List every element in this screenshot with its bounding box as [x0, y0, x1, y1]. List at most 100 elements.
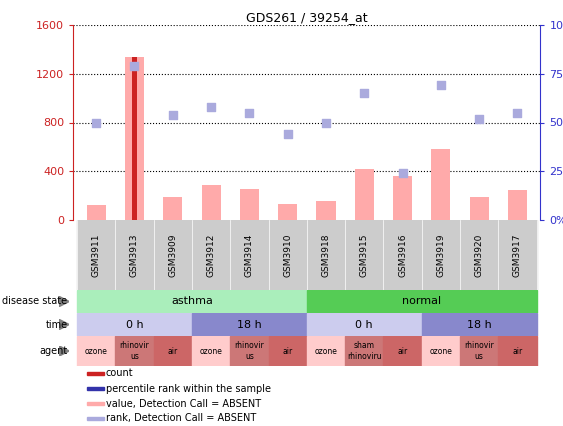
Text: ozone: ozone — [315, 346, 337, 356]
Bar — [460, 336, 498, 366]
Text: GSM3918: GSM3918 — [321, 233, 330, 277]
Bar — [345, 220, 383, 290]
Bar — [307, 220, 345, 290]
Text: 18 h: 18 h — [237, 320, 262, 329]
Bar — [132, 57, 137, 220]
Bar — [422, 336, 460, 366]
Text: percentile rank within the sample: percentile rank within the sample — [106, 383, 271, 394]
Text: rhinovir
us: rhinovir us — [235, 341, 264, 361]
Text: 18 h: 18 h — [467, 320, 491, 329]
Text: GSM3909: GSM3909 — [168, 233, 177, 277]
Point — [130, 63, 139, 69]
Bar — [383, 336, 422, 366]
Bar — [192, 220, 230, 290]
Point — [513, 109, 522, 116]
Bar — [393, 176, 412, 220]
Bar — [508, 190, 527, 220]
Text: time: time — [46, 320, 68, 329]
Text: ozone: ozone — [200, 346, 222, 356]
Bar — [115, 220, 154, 290]
Bar — [307, 313, 422, 336]
Text: 0 h: 0 h — [355, 320, 373, 329]
Text: air: air — [397, 346, 408, 356]
Bar — [498, 220, 537, 290]
Text: GSM3913: GSM3913 — [130, 233, 139, 277]
Bar — [125, 57, 144, 220]
Bar — [115, 336, 154, 366]
Bar — [192, 336, 230, 366]
Text: GSM3920: GSM3920 — [475, 233, 484, 277]
Bar — [345, 336, 383, 366]
Point — [168, 111, 177, 118]
Point — [92, 119, 101, 126]
Bar — [240, 189, 259, 220]
Point — [283, 131, 292, 138]
Text: GSM3919: GSM3919 — [436, 233, 445, 277]
Point — [398, 170, 407, 177]
Text: GSM3912: GSM3912 — [207, 233, 216, 277]
Bar — [77, 336, 115, 366]
Bar — [269, 220, 307, 290]
Text: rhinovir
us: rhinovir us — [464, 341, 494, 361]
Text: rank, Detection Call = ABSENT: rank, Detection Call = ABSENT — [106, 414, 256, 423]
Bar — [230, 220, 269, 290]
Text: agent: agent — [39, 346, 68, 356]
Bar — [355, 169, 374, 220]
Text: sham
rhinoviru: sham rhinoviru — [347, 341, 382, 361]
Bar — [77, 220, 115, 290]
Bar — [163, 197, 182, 220]
Bar — [77, 313, 192, 336]
Text: GSM3917: GSM3917 — [513, 233, 522, 277]
Text: disease state: disease state — [2, 296, 68, 306]
Point — [436, 82, 445, 89]
Text: ozone: ozone — [430, 346, 452, 356]
Text: value, Detection Call = ABSENT: value, Detection Call = ABSENT — [106, 398, 261, 409]
Polygon shape — [59, 320, 69, 330]
Bar — [422, 220, 460, 290]
Text: GSM3910: GSM3910 — [283, 233, 292, 277]
Text: air: air — [283, 346, 293, 356]
Text: GSM3916: GSM3916 — [398, 233, 407, 277]
Polygon shape — [59, 296, 69, 307]
Title: GDS261 / 39254_at: GDS261 / 39254_at — [246, 11, 368, 24]
Bar — [87, 402, 104, 405]
Text: air: air — [512, 346, 522, 356]
Bar — [87, 417, 104, 420]
Bar — [77, 290, 307, 313]
Text: 0 h: 0 h — [126, 320, 144, 329]
Bar — [431, 149, 450, 220]
Text: air: air — [168, 346, 178, 356]
Point — [475, 115, 484, 122]
Bar — [422, 313, 537, 336]
Text: ozone: ozone — [85, 346, 108, 356]
Bar — [269, 336, 307, 366]
Bar — [87, 205, 106, 220]
Bar — [192, 313, 307, 336]
Bar — [154, 336, 192, 366]
Text: normal: normal — [402, 296, 441, 306]
Text: GSM3915: GSM3915 — [360, 233, 369, 277]
Point — [360, 90, 369, 97]
Bar — [154, 220, 192, 290]
Polygon shape — [59, 346, 69, 356]
Bar — [470, 198, 489, 220]
Text: asthma: asthma — [171, 296, 213, 306]
Text: count: count — [106, 368, 133, 378]
Bar — [460, 220, 498, 290]
Bar — [316, 201, 336, 220]
Text: GSM3914: GSM3914 — [245, 233, 254, 277]
Text: GSM3911: GSM3911 — [92, 233, 101, 277]
Bar — [278, 204, 297, 220]
Bar — [307, 290, 537, 313]
Text: rhinovir
us: rhinovir us — [119, 341, 149, 361]
Point — [245, 109, 254, 116]
Bar — [383, 220, 422, 290]
Bar — [498, 336, 537, 366]
Bar — [307, 336, 345, 366]
Point — [321, 119, 330, 126]
Bar — [230, 336, 269, 366]
Bar — [87, 387, 104, 390]
Bar — [87, 372, 104, 375]
Point — [207, 104, 216, 110]
Bar — [202, 185, 221, 220]
